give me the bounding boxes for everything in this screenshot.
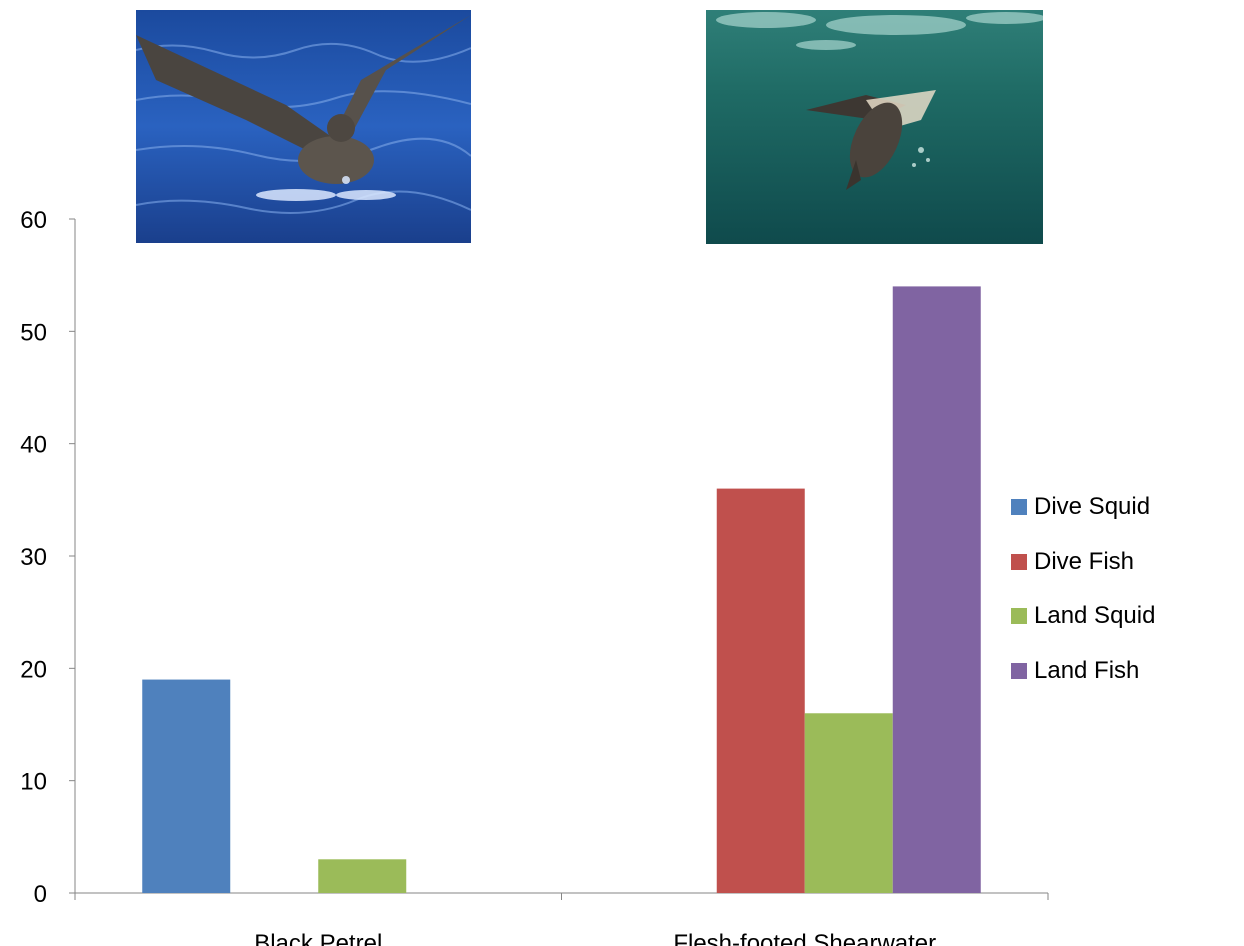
legend-item-dive-squid: Dive Squid bbox=[1011, 480, 1155, 535]
legend-swatch-dive-fish bbox=[1011, 553, 1027, 570]
chart-legend: Dive Squid Dive Fish Land Squid Land Fis… bbox=[1011, 480, 1155, 698]
legend-label: Dive Fish bbox=[1034, 547, 1135, 575]
legend-item-dive-fish: Dive Fish bbox=[1011, 535, 1155, 590]
legend-swatch-dive-squid bbox=[1011, 499, 1027, 516]
legend-item-land-fish: Land Fish bbox=[1011, 644, 1155, 699]
y-tick-label: 60 bbox=[20, 207, 47, 234]
y-tick-label: 20 bbox=[20, 656, 47, 683]
bar-land-fish-flesh-footed-shearwater bbox=[892, 286, 981, 893]
y-tick-label: 0 bbox=[34, 881, 47, 908]
x-category-label: Flesh-footed Shearwater bbox=[673, 930, 936, 946]
legend-label: Dive Squid bbox=[1034, 493, 1151, 521]
x-axis-labels: Black Petrel Flesh-footed Shearwater bbox=[74, 893, 1049, 946]
black-petrel-photo bbox=[136, 10, 471, 243]
legend-swatch-land-fish bbox=[1011, 662, 1027, 679]
y-tick-label: 10 bbox=[20, 769, 47, 796]
bar-land-squid-flesh-footed-shearwater bbox=[804, 713, 893, 893]
bar-dive-squid-black-petrel bbox=[142, 679, 231, 893]
legend-label: Land Fish bbox=[1034, 656, 1140, 684]
flesh-footed-shearwater-photo bbox=[706, 10, 1043, 244]
x-category-label: Black Petrel bbox=[254, 930, 382, 946]
y-tick-label: 40 bbox=[20, 432, 47, 459]
legend-swatch-land-squid bbox=[1011, 608, 1027, 625]
legend-item-land-squid: Land Squid bbox=[1011, 589, 1155, 644]
y-tick-label: 30 bbox=[20, 544, 47, 571]
y-axis-ticks: 0 10 20 30 40 50 60 bbox=[20, 207, 75, 908]
bar-dive-fish-flesh-footed-shearwater bbox=[716, 488, 805, 893]
bar-land-squid-black-petrel bbox=[318, 859, 407, 893]
legend-label: Land Squid bbox=[1034, 602, 1156, 630]
chart-bars bbox=[142, 286, 981, 893]
y-tick-label: 50 bbox=[20, 319, 47, 346]
